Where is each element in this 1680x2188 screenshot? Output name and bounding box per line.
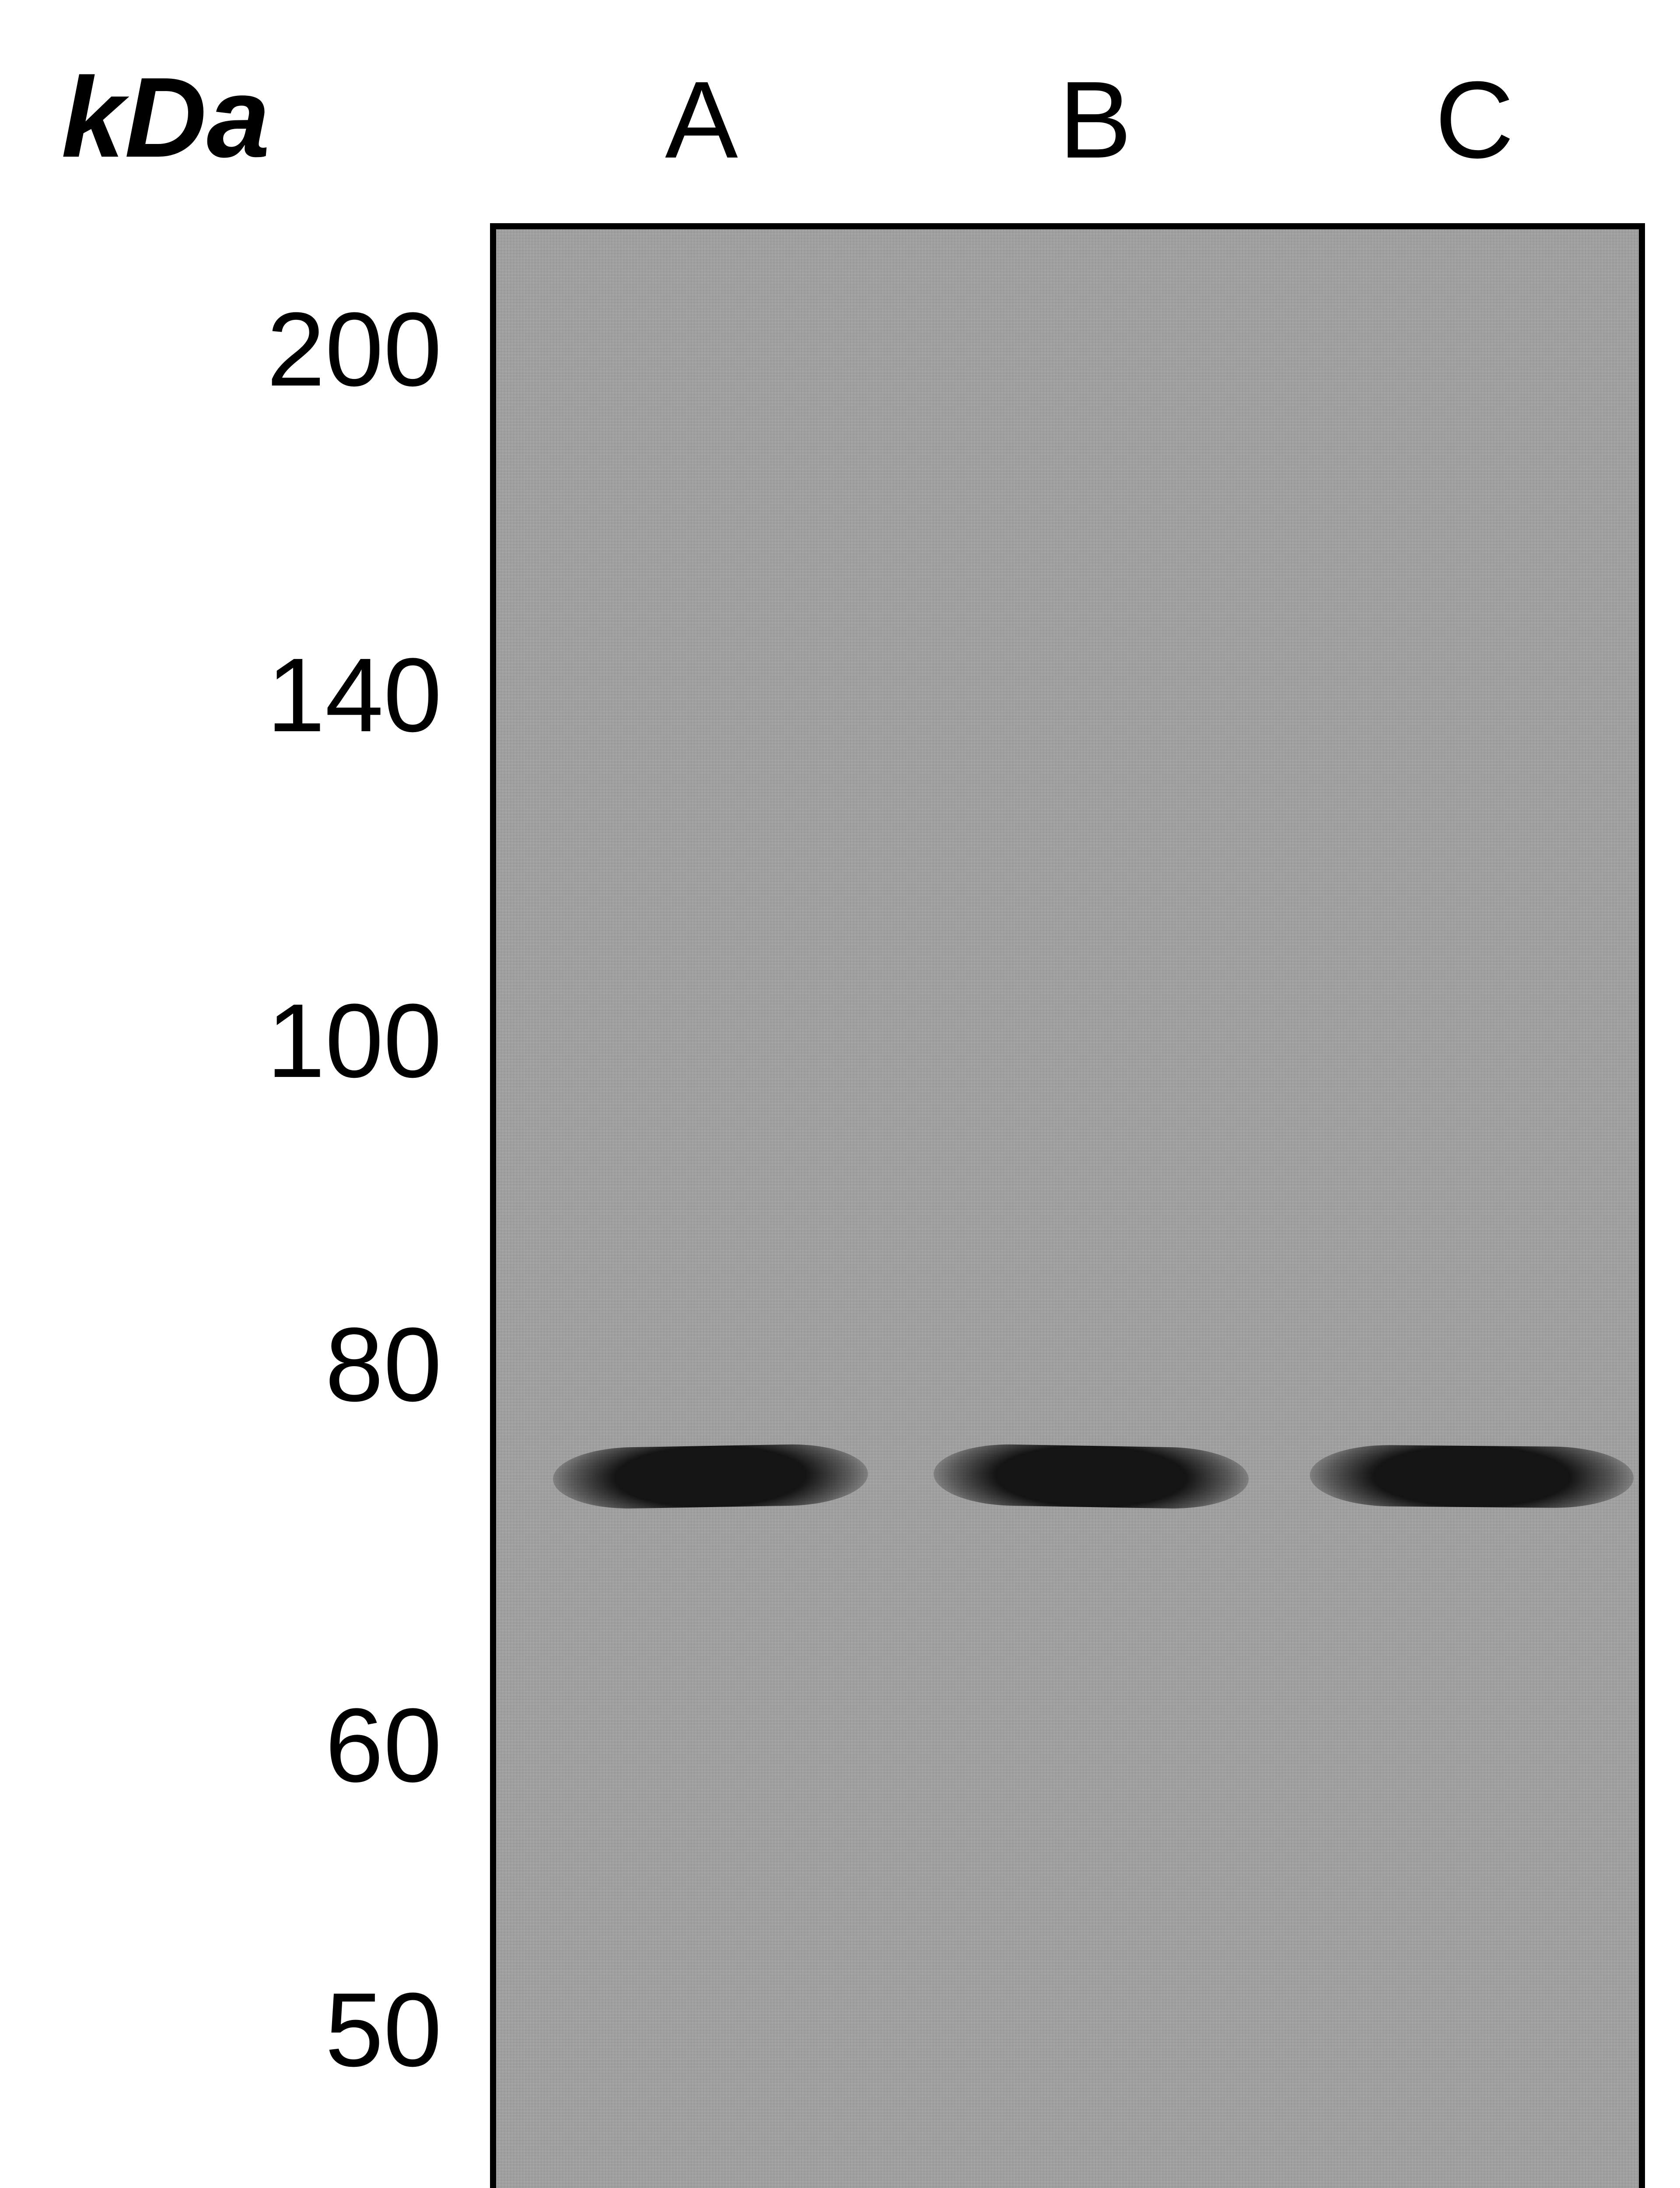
lane-label-b: B <box>1059 57 1132 182</box>
blot-membrane <box>490 223 1645 2188</box>
mw-tick-80: 80 <box>0 1304 442 1425</box>
band-lane-a <box>553 1443 868 1510</box>
lane-label-a: A <box>665 57 738 182</box>
band-lane-c <box>1309 1445 1634 1508</box>
lane-label-c: C <box>1435 57 1514 182</box>
mw-tick-100: 100 <box>0 980 442 1101</box>
axis-unit-label: kDa <box>61 53 270 183</box>
mw-tick-200: 200 <box>0 289 442 410</box>
mw-tick-140: 140 <box>0 635 442 755</box>
western-blot-figure: kDa ABC 200140100806050403020 <box>0 0 1680 2188</box>
band-lane-b <box>933 1443 1249 1510</box>
mw-tick-50: 50 <box>0 1969 442 2090</box>
mw-tick-60: 60 <box>0 1685 442 1806</box>
